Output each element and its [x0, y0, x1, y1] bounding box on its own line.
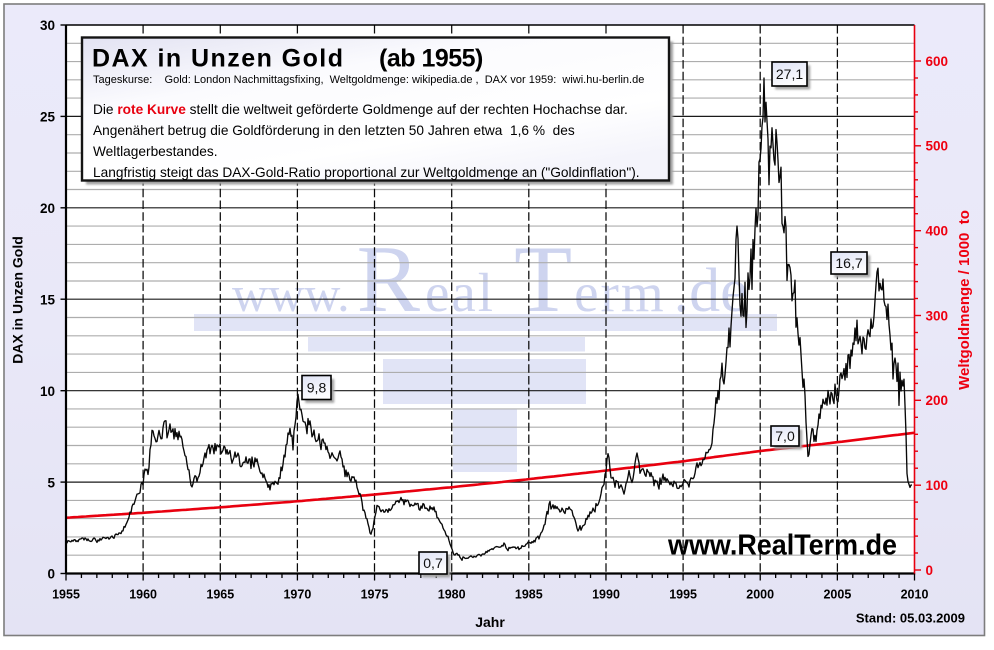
svg-text:Weltgoldmenge / 1000 to: Weltgoldmenge / 1000 to	[956, 210, 973, 390]
svg-text:Weltlagerbestandes.: Weltlagerbestandes.	[93, 144, 218, 159]
svg-text:Stand: 05.03.2009: Stand: 05.03.2009	[856, 611, 965, 626]
svg-text:1995: 1995	[669, 588, 697, 602]
svg-text:16,7: 16,7	[835, 255, 862, 271]
svg-text:200: 200	[926, 393, 949, 408]
svg-text:10: 10	[40, 384, 55, 399]
svg-text:1970: 1970	[283, 588, 311, 602]
svg-text:DAX in Unzen Gold: DAX in Unzen Gold	[92, 45, 344, 73]
svg-text:300: 300	[926, 308, 949, 323]
svg-text:Langfristig steigt das DAX-Gol: Langfristig steigt das DAX-Gold-Ratio pr…	[93, 165, 640, 180]
svg-text:2010: 2010	[901, 588, 929, 602]
svg-text:1960: 1960	[129, 588, 157, 602]
svg-text:5: 5	[47, 475, 55, 490]
svg-text:(ab 1955): (ab 1955)	[379, 45, 483, 73]
svg-text:9,8: 9,8	[307, 379, 327, 395]
svg-text:25: 25	[40, 110, 56, 125]
svg-text:1955: 1955	[52, 588, 80, 602]
svg-text:2005: 2005	[823, 588, 851, 602]
svg-text:Die rote Kurve stellt die welt: Die rote Kurve stellt die weltweit geför…	[93, 102, 628, 117]
svg-text:7,0: 7,0	[775, 428, 795, 444]
svg-text:0,7: 0,7	[423, 555, 443, 571]
svg-text:DAX in Unzen Gold: DAX in Unzen Gold	[10, 236, 26, 364]
svg-text:1965: 1965	[206, 588, 234, 602]
svg-text:20: 20	[40, 201, 55, 216]
svg-text:0: 0	[926, 563, 934, 578]
svg-text:400: 400	[926, 224, 949, 239]
svg-text:1985: 1985	[515, 588, 543, 602]
svg-text:1980: 1980	[438, 588, 466, 602]
svg-text:Jahr: Jahr	[475, 614, 505, 630]
svg-text:www.RealTerm.de: www.RealTerm.de	[667, 530, 897, 562]
svg-text:15: 15	[40, 292, 56, 307]
svg-text:Tageskurse: Gold: London Na: Tageskurse: Gold: London Nachmittagsfixi…	[93, 74, 644, 86]
svg-text:500: 500	[926, 139, 949, 154]
svg-text:2000: 2000	[746, 588, 774, 602]
svg-text:1990: 1990	[592, 588, 620, 602]
svg-text:100: 100	[926, 478, 949, 493]
svg-text:30: 30	[40, 18, 55, 33]
svg-text:0: 0	[47, 567, 55, 582]
svg-text:27,1: 27,1	[776, 66, 803, 82]
svg-text:Angenähert betrug die Goldförd: Angenähert betrug die Goldförderung in d…	[93, 123, 575, 138]
svg-text:1975: 1975	[361, 588, 389, 602]
svg-text:600: 600	[926, 54, 949, 69]
